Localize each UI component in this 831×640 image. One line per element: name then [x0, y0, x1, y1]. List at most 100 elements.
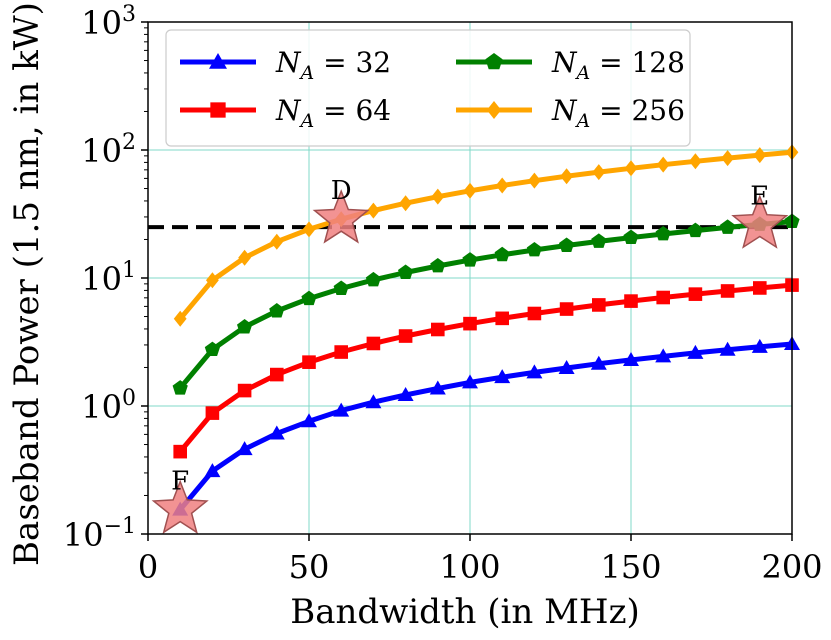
series-128: [172, 213, 800, 395]
data-point-marker: [173, 444, 187, 459]
data-point-marker: [592, 298, 606, 312]
data-point-marker: [333, 402, 350, 417]
data-point-marker: [301, 413, 317, 428]
data-point-marker: [429, 380, 446, 395]
data-point-marker: [655, 348, 672, 363]
data-point-marker: [485, 53, 503, 70]
annotation-star: [312, 189, 370, 244]
y-axis-label: Baseband Power (1.5 nm, in kW): [7, 2, 47, 566]
data-point-marker: [334, 345, 348, 359]
data-point-marker: [270, 233, 284, 250]
legend-entry: NA = 256: [456, 94, 685, 132]
data-point-marker: [206, 272, 219, 289]
legend-box: [165, 29, 691, 147]
data-point-marker: [495, 177, 509, 194]
series-256: [173, 144, 799, 327]
data-point-marker: [463, 182, 477, 199]
data-point-marker: [527, 306, 542, 321]
annotation-star: [151, 479, 209, 534]
data-point-marker: [204, 341, 220, 356]
data-point-marker: [655, 226, 671, 241]
data-point-marker: [559, 237, 575, 252]
data-point-marker: [463, 316, 477, 331]
data-point-marker: [560, 168, 573, 185]
data-point-marker: [689, 153, 702, 170]
data-point-marker: [751, 338, 768, 353]
data-point-marker: [397, 386, 414, 401]
y-tick-label: 101: [81, 258, 136, 298]
data-point-marker: [687, 222, 703, 238]
data-point-marker: [209, 53, 227, 69]
data-point-marker: [333, 280, 349, 295]
data-point-marker: [656, 156, 670, 173]
annotation-label: D: [331, 176, 352, 206]
legend: NA = 32 NA = 64 NA = 128 NA = 256: [165, 29, 691, 147]
data-point-marker: [399, 195, 412, 212]
legend-label: NA = 128: [551, 46, 685, 84]
data-point-marker: [624, 294, 638, 308]
series-32: [172, 336, 800, 516]
series-line: [178, 341, 793, 512]
data-point-marker: [656, 290, 670, 305]
data-point-marker: [269, 303, 285, 318]
data-point-marker: [528, 172, 541, 189]
data-point-marker: [430, 258, 446, 273]
data-point-marker: [687, 344, 704, 359]
y-tick-label: 10−1: [63, 514, 136, 554]
legend-entry: NA = 128: [456, 46, 685, 84]
data-point-marker: [205, 406, 220, 420]
data-point-marker: [720, 284, 735, 298]
x-tick-label: 100: [439, 548, 500, 586]
y-tick-label: 100: [81, 386, 136, 426]
data-point-marker: [398, 329, 413, 343]
x-tick-label: 200: [761, 548, 822, 586]
annotation-label: E: [750, 181, 769, 211]
data-point-marker: [494, 246, 510, 262]
data-point-marker: [494, 369, 511, 384]
data-point-marker: [590, 355, 607, 370]
data-point-marker: [173, 310, 187, 327]
data-point-marker: [623, 351, 639, 366]
data-point-marker: [462, 374, 478, 389]
data-point-marker: [236, 441, 253, 456]
data-point-marker: [688, 287, 703, 301]
data-point-marker: [204, 463, 221, 478]
data-point-marker: [302, 221, 316, 238]
x-axis-ticks: 0 50 100 150 200: [138, 534, 823, 586]
data-point-marker: [431, 322, 445, 337]
x-tick-label: 50: [289, 548, 330, 586]
data-point-marker: [592, 164, 606, 181]
data-point-marker: [495, 311, 509, 326]
data-point-marker: [719, 341, 736, 356]
data-point-marker: [237, 319, 253, 334]
data-point-marker: [210, 102, 226, 118]
data-point-marker: [591, 233, 607, 248]
x-axis-label: Bandwidth (in MHz): [290, 592, 640, 632]
data-point-marker: [365, 394, 382, 409]
y-tick-label: 102: [81, 130, 136, 170]
annotation-star: [731, 194, 789, 249]
data-point-marker: [270, 367, 284, 382]
series-group: [172, 144, 800, 516]
series-64: [173, 278, 799, 459]
annotation-label: F: [171, 467, 189, 497]
data-point-marker: [365, 271, 381, 287]
data-point-marker: [721, 150, 734, 167]
x-tick-label: 150: [600, 548, 661, 586]
data-point-marker: [268, 425, 285, 440]
legend-entry: NA = 64: [180, 94, 391, 132]
y-tick-label: 103: [81, 2, 136, 42]
data-point-marker: [486, 101, 502, 119]
data-point-marker: [753, 147, 767, 164]
legend-label: NA = 256: [551, 94, 685, 132]
data-point-marker: [526, 242, 542, 257]
data-point-marker: [238, 249, 251, 266]
data-point-marker: [366, 336, 381, 351]
data-point-marker: [559, 302, 574, 316]
y-axis-ticks: 10−1 100 101 102 103: [63, 2, 148, 554]
data-point-marker: [301, 290, 317, 306]
legend-entry: NA = 32: [180, 46, 391, 84]
data-point-marker: [623, 229, 639, 244]
data-point-marker: [398, 264, 414, 279]
